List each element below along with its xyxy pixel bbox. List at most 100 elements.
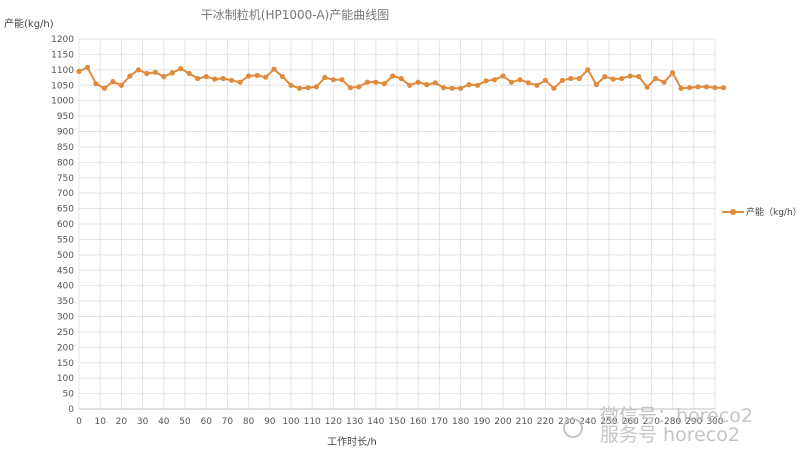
data-point: [93, 81, 99, 87]
data-point: [263, 74, 269, 80]
x-tick-label: 110: [304, 417, 321, 427]
watermark-text-top: 微信号：horeco2: [600, 405, 753, 427]
chart-title: 干冰制粒机(HP1000-A)产能曲线图: [201, 7, 389, 22]
data-point: [212, 76, 218, 82]
x-tick-label: 290: [685, 417, 702, 427]
data-point: [398, 75, 404, 82]
data-point: [695, 84, 701, 90]
data-point: [339, 77, 345, 83]
data-point: [542, 77, 549, 83]
x-tick-label: 130: [346, 417, 363, 427]
data-point: [313, 84, 319, 90]
data-point: [347, 85, 353, 91]
x-tick-label: 80: [243, 417, 255, 427]
x-tick-label: 250: [600, 417, 617, 427]
data-point: [390, 73, 396, 79]
data-point: [178, 66, 184, 72]
x-axis-title: 工作时长/h: [327, 436, 377, 448]
data-point: [220, 75, 226, 82]
data-point: [407, 82, 413, 88]
data-point: [585, 67, 591, 73]
data-point: [687, 85, 693, 91]
x-tick-label: 170: [431, 417, 448, 427]
data-point: [441, 85, 447, 91]
y-tick-label: 300: [57, 313, 74, 323]
data-point: [712, 85, 718, 91]
data-point: [330, 77, 336, 83]
legend-label: 产能（kg/h）: [746, 206, 800, 218]
x-tick-label: 0: [76, 417, 82, 427]
data-point: [364, 79, 370, 85]
data-point: [593, 82, 599, 88]
x-tick-label: 140: [367, 417, 384, 427]
data-point: [491, 77, 498, 83]
x-tick-label: 150: [388, 417, 405, 427]
y-tick-label: 1150: [51, 50, 74, 60]
data-point: [84, 64, 91, 70]
y-tick-label: 1050: [51, 81, 74, 91]
x-tick-label: 20: [116, 417, 128, 427]
data-point: [458, 85, 464, 91]
data-point: [627, 73, 633, 79]
data-point: [356, 84, 362, 90]
data-point: [644, 84, 650, 90]
x-tick-label: 60: [200, 417, 212, 427]
data-point: [101, 85, 107, 91]
y-tick-label: 1100: [51, 66, 74, 76]
legend-marker: [730, 209, 736, 215]
data-point: [449, 85, 455, 91]
data-point: [661, 79, 667, 85]
data-point: [127, 73, 133, 79]
y-tick-label: 0: [68, 405, 74, 415]
x-tick-label: 260: [622, 417, 639, 427]
y-tick-label: 50: [63, 390, 75, 400]
data-point: [534, 82, 540, 88]
y-tick-label: 650: [57, 205, 74, 215]
x-tick-label: 220: [537, 417, 554, 427]
data-point: [76, 68, 82, 74]
data-point: [551, 85, 557, 91]
data-point: [135, 67, 141, 73]
data-point: [288, 82, 294, 88]
data-point: [720, 85, 727, 91]
x-tick-label: 210: [516, 417, 533, 427]
data-point: [525, 80, 532, 86]
data-point: [246, 73, 252, 79]
y-tick-label: 250: [57, 328, 74, 338]
data-point: [610, 76, 616, 82]
data-point: [144, 70, 150, 77]
y-tick-label: 500: [57, 251, 74, 261]
data-point: [203, 74, 209, 80]
data-point: [305, 85, 311, 91]
data-point: [483, 78, 489, 84]
y-tick-label: 1000: [51, 97, 74, 107]
data-point: [152, 69, 158, 75]
x-tick-label: 40: [158, 417, 170, 427]
y-tick-label: 700: [57, 189, 74, 199]
y-tick-label: 800: [57, 158, 74, 168]
data-point: [602, 74, 608, 80]
x-tick-label: 200: [494, 417, 511, 427]
data-point: [279, 74, 286, 80]
data-point: [296, 85, 303, 91]
data-point: [381, 81, 387, 87]
y-tick-label: 100: [57, 374, 74, 384]
y-tick-label: 950: [57, 112, 74, 122]
data-point: [110, 79, 116, 85]
data-point: [161, 74, 167, 80]
data-point: [466, 82, 472, 88]
watermark: 微信号：horeco2 服务号 horeco2: [563, 405, 753, 446]
series-layer: [76, 64, 727, 91]
data-point: [424, 82, 430, 88]
data-point: [432, 80, 438, 86]
x-tick-label: 70: [222, 417, 234, 427]
data-point: [559, 77, 566, 83]
y-tick-label: 350: [57, 297, 74, 307]
y-tick-label: 450: [57, 266, 74, 276]
y-tick-label: 850: [57, 143, 74, 153]
data-point: [186, 70, 192, 77]
data-point: [670, 70, 676, 76]
data-point: [229, 77, 235, 83]
